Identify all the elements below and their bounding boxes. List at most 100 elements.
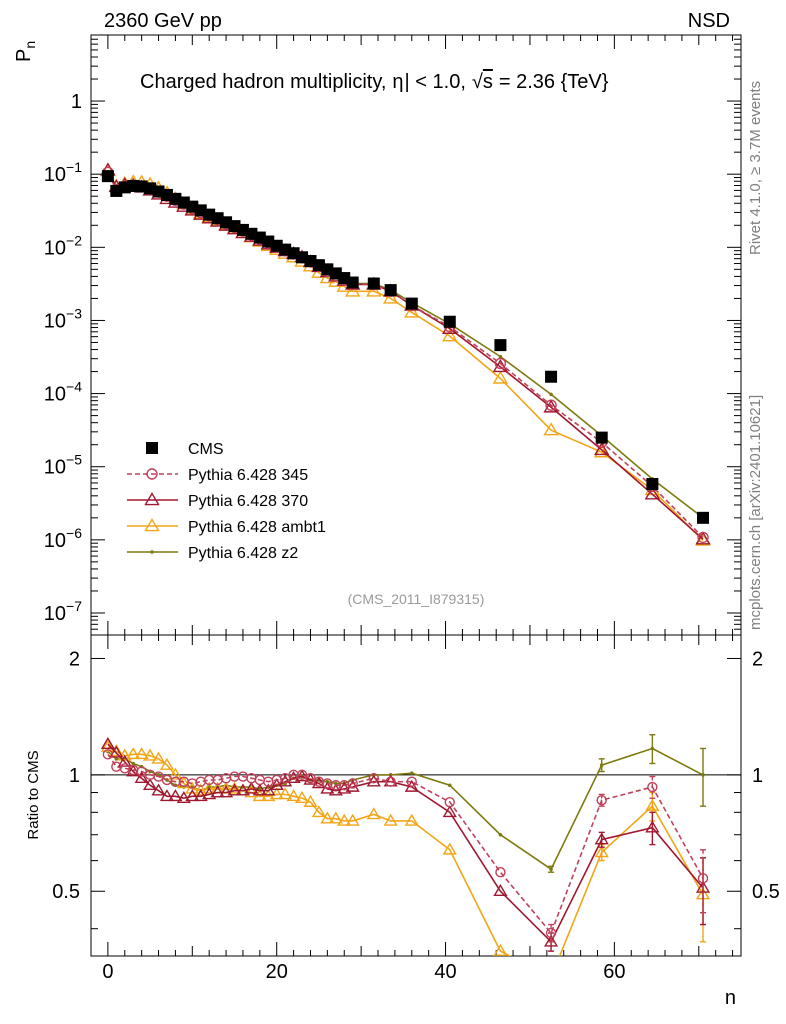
ratio-point <box>193 783 208 796</box>
ratio-point <box>594 832 609 845</box>
ratio-point <box>286 771 301 784</box>
ratio-point <box>126 747 141 760</box>
ratio-point <box>645 798 660 811</box>
rivet-label: Rivet 4.1.0, ≥ 3.7M events <box>747 81 764 255</box>
ratio-point <box>279 773 291 784</box>
ratio-y-tick-label: 0.5 <box>52 881 80 903</box>
ratio-point <box>294 791 310 804</box>
ratio-point <box>151 751 166 764</box>
ratio-point <box>235 783 251 796</box>
data-point <box>695 531 711 545</box>
ratio-line <box>107 743 704 944</box>
ratio-point <box>288 769 299 781</box>
mcplots-label: mcplots.cern.ch [arXiv:2401.10621] <box>747 395 764 630</box>
ratio-point <box>229 771 240 782</box>
ratio-point <box>119 763 130 774</box>
main-y-tick-labels: 1 10−1 10−2 10−3 10−4 10−5 10−6 10−7 <box>44 91 82 625</box>
ratio-series-pythia-6-428-370 <box>100 737 711 952</box>
ratio-point <box>543 934 559 947</box>
ratio-point <box>131 761 136 766</box>
ratio-point <box>246 773 257 784</box>
ratio-series-pythia-6-428-ambt1 <box>100 739 711 956</box>
ratio-point <box>647 781 658 793</box>
ratio-point <box>207 785 211 789</box>
ratio-point <box>176 776 191 789</box>
ratio-point <box>159 789 175 802</box>
legend-label: Pythia 6.428 370 <box>188 493 308 510</box>
ratio-point <box>322 778 333 789</box>
legend-label: Pythia 6.428 z2 <box>188 545 298 562</box>
series-line <box>107 170 704 542</box>
data-point <box>498 354 503 359</box>
ratio-y-tick-labels: 2 2 1 1 0.5 0.5 <box>52 648 780 903</box>
ratio-point <box>493 884 508 897</box>
x-axis-label: n <box>725 987 736 1009</box>
ratio-point <box>100 737 115 750</box>
legend-entry: Pythia 6.428 370 <box>127 492 308 510</box>
ratio-point <box>202 781 217 794</box>
title-rest: | < 1.0, <box>405 71 466 93</box>
ratio-point <box>383 813 398 826</box>
data-point <box>492 358 509 373</box>
ratio-point <box>170 776 181 787</box>
ratio-y-tick-label-right: 0.5 <box>752 881 780 903</box>
ratio-point <box>143 748 158 761</box>
y-axis-label-main: P <box>13 49 35 62</box>
cms-data-point <box>494 339 507 352</box>
data-point <box>366 283 382 297</box>
title-sqrt: √ <box>472 71 483 93</box>
ratio-point <box>185 789 200 802</box>
ratio-point <box>442 805 457 818</box>
ratio-point <box>168 767 183 780</box>
legend-entry: Pythia 6.428 345 <box>127 467 308 484</box>
data-point <box>549 392 553 397</box>
ratio-point <box>203 774 215 786</box>
ratio-point <box>498 832 503 837</box>
data-point <box>404 304 420 318</box>
ratio-line <box>107 753 704 935</box>
ratio-point <box>493 943 508 956</box>
ratio-point <box>645 820 660 833</box>
cms-data-point <box>405 297 418 310</box>
ratio-y-tick-label-right: 2 <box>752 648 763 670</box>
main-y-tick-label: 10−3 <box>44 305 82 332</box>
ratio-point <box>210 785 225 798</box>
ratio-series-group <box>100 734 711 956</box>
legend-entry: Pythia 6.428 ambt1 <box>127 518 326 536</box>
ratio-point <box>153 771 164 782</box>
cms-data-point <box>367 277 380 290</box>
ratio-point <box>168 789 183 802</box>
ratio-point <box>187 778 198 789</box>
data-point <box>442 320 458 334</box>
x-tick-label: 0 <box>102 961 113 983</box>
main-y-tick-label: 10−1 <box>44 159 82 186</box>
ratio-y-tick-label-right: 1 <box>752 765 763 787</box>
legend-label: CMS <box>188 441 224 458</box>
x-tick-label: 20 <box>266 961 288 983</box>
ratio-series-pythia-6-428-345 <box>102 749 709 943</box>
title-prefix: Charged hadron multiplicity, <box>140 71 386 93</box>
ratio-point <box>404 813 419 826</box>
ratio-line <box>107 746 704 956</box>
ratio-point <box>111 761 122 772</box>
ratio-y-ticks <box>91 657 741 930</box>
ratio-point <box>596 794 607 806</box>
ratio-point <box>406 776 417 787</box>
ratio-point <box>545 927 557 939</box>
series-cms <box>101 170 710 524</box>
series-line <box>107 171 704 519</box>
data-point <box>543 399 559 413</box>
ratio-point <box>650 746 655 751</box>
ratio-point <box>109 745 124 758</box>
ratio-point <box>311 805 326 818</box>
data-point <box>593 441 610 456</box>
ratio-point <box>102 749 114 760</box>
cms-data-point <box>595 431 608 444</box>
ratio-point <box>202 787 217 800</box>
ratio-point <box>305 773 316 784</box>
data-point <box>382 290 399 304</box>
ratio-point <box>252 783 267 796</box>
ratio-point <box>442 842 457 855</box>
analysis-watermark: (CMS_2011_I879315) <box>348 591 485 607</box>
